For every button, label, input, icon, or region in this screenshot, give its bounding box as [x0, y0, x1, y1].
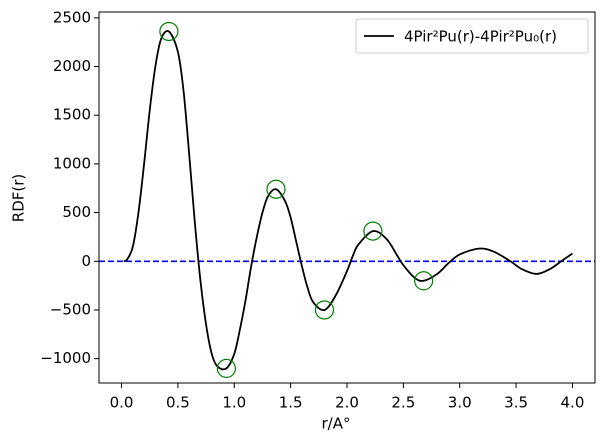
marker — [363, 221, 383, 241]
y-tick-label: 1000 — [53, 154, 91, 172]
marker — [314, 300, 335, 320]
x-tick-label: 2.0 — [335, 394, 359, 412]
y-tick-label: −500 — [50, 300, 91, 318]
legend-label: 4Pir²Pu(r)-4Pir²Pu₀(r) — [404, 28, 557, 46]
x-axis-label: r/A° — [322, 415, 351, 433]
y-axis-label: RDF(r) — [10, 174, 28, 222]
data-line — [123, 30, 573, 371]
marker — [266, 179, 286, 199]
x-tick-label: 0.0 — [110, 394, 134, 412]
x-tick-label: 3.0 — [448, 394, 472, 412]
y-tick-label: −1000 — [40, 349, 91, 367]
x-tick-label: 1.5 — [279, 394, 303, 412]
x-tick-label: 3.5 — [504, 394, 528, 412]
plot-frame — [98, 11, 596, 384]
y-tick-label: 2500 — [53, 8, 91, 26]
y-tick-label: 1500 — [53, 106, 91, 124]
y-tick-label: 0 — [81, 252, 91, 270]
x-tick-label: 2.5 — [391, 394, 415, 412]
marker — [216, 358, 236, 378]
marker — [159, 21, 179, 42]
marker — [414, 271, 434, 291]
y-tick-label: 2000 — [53, 57, 91, 75]
legend-box — [355, 18, 589, 54]
y-tick-label: 500 — [62, 203, 91, 221]
x-tick-label: 4.0 — [561, 394, 585, 412]
x-tick-label: 0.5 — [166, 394, 190, 412]
x-tick-label: 1.0 — [222, 394, 246, 412]
